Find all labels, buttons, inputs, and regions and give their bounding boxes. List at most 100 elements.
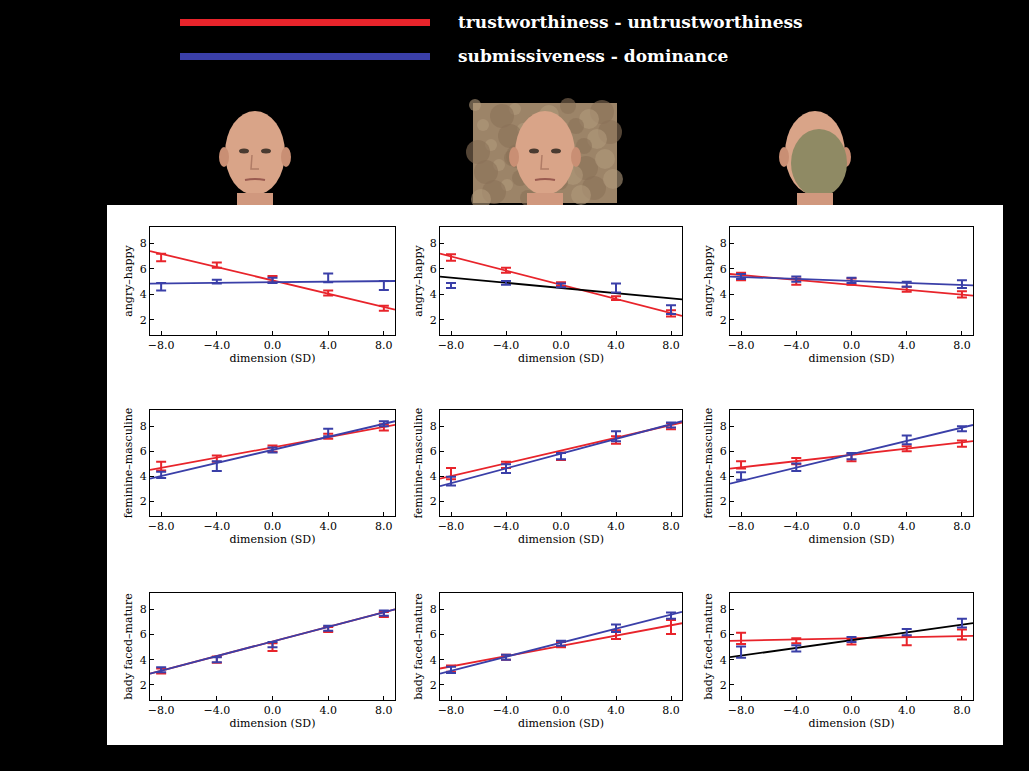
svg-text:−4.0: −4.0 xyxy=(493,520,520,533)
svg-text:−8.0: −8.0 xyxy=(438,704,465,717)
svg-text:−4.0: −4.0 xyxy=(203,339,230,352)
html-text:trustworthiness - untrustworth: trustworthiness - untrustworthiness xyxy=(458,12,803,32)
svg-text:6: 6 xyxy=(720,263,727,276)
svg-text:bady faced–mature: bady faced–mature xyxy=(122,593,135,699)
svg-text:2: 2 xyxy=(140,314,147,327)
svg-text:8.0: 8.0 xyxy=(375,520,393,533)
svg-text:2: 2 xyxy=(140,495,147,508)
svg-text:8.0: 8.0 xyxy=(375,704,393,717)
svg-text:2: 2 xyxy=(720,679,727,692)
svg-text:−4.0: −4.0 xyxy=(493,339,520,352)
svg-text:angry–happy: angry–happy xyxy=(702,244,715,316)
svg-text:feminine–masculine: feminine–masculine xyxy=(412,408,425,519)
svg-text:0.0: 0.0 xyxy=(552,339,570,352)
svg-text:4: 4 xyxy=(720,654,727,667)
svg-text:2: 2 xyxy=(140,679,147,692)
svg-text:8.0: 8.0 xyxy=(375,339,393,352)
svg-text:0.0: 0.0 xyxy=(552,520,570,533)
svg-text:2: 2 xyxy=(720,314,727,327)
svg-text:0.0: 0.0 xyxy=(552,704,570,717)
svg-text:dimension (SD): dimension (SD) xyxy=(230,717,316,730)
svg-text:8: 8 xyxy=(430,603,437,616)
svg-text:8: 8 xyxy=(140,237,147,250)
svg-text:dimension (SD): dimension (SD) xyxy=(230,352,316,365)
svg-text:4: 4 xyxy=(140,654,147,667)
svg-text:−4.0: −4.0 xyxy=(783,339,810,352)
svg-text:dimension (SD): dimension (SD) xyxy=(518,352,604,365)
svg-text:4.0: 4.0 xyxy=(319,339,337,352)
svg-text:4: 4 xyxy=(430,654,437,667)
svg-text:0.0: 0.0 xyxy=(264,339,282,352)
svg-text:−8.0: −8.0 xyxy=(728,520,755,533)
svg-text:4: 4 xyxy=(140,288,147,301)
svg-text:−8.0: −8.0 xyxy=(728,339,755,352)
svg-text:6: 6 xyxy=(430,263,437,276)
svg-text:−4.0: −4.0 xyxy=(203,704,230,717)
svg-text:6: 6 xyxy=(430,445,437,458)
svg-text:4: 4 xyxy=(140,470,147,483)
svg-text:4: 4 xyxy=(720,288,727,301)
svg-text:angry–happy: angry–happy xyxy=(122,244,135,316)
svg-text:8: 8 xyxy=(720,603,727,616)
svg-text:4.0: 4.0 xyxy=(607,520,625,533)
svg-text:8: 8 xyxy=(720,237,727,250)
svg-text:8: 8 xyxy=(430,237,437,250)
svg-text:8.0: 8.0 xyxy=(662,704,680,717)
svg-text:4: 4 xyxy=(430,470,437,483)
svg-text:dimension (SD): dimension (SD) xyxy=(518,533,604,546)
svg-text:2: 2 xyxy=(430,679,437,692)
svg-text:8.0: 8.0 xyxy=(953,704,971,717)
svg-text:4.0: 4.0 xyxy=(898,520,916,533)
svg-text:feminine–masculine: feminine–masculine xyxy=(702,408,715,519)
svg-text:−4.0: −4.0 xyxy=(203,520,230,533)
svg-text:8: 8 xyxy=(140,420,147,433)
svg-text:4.0: 4.0 xyxy=(607,704,625,717)
svg-text:4: 4 xyxy=(430,288,437,301)
svg-text:0.0: 0.0 xyxy=(843,339,861,352)
svg-text:4: 4 xyxy=(720,470,727,483)
svg-text:feminine–masculine: feminine–masculine xyxy=(122,408,135,519)
svg-text:−4.0: −4.0 xyxy=(783,520,810,533)
svg-text:2: 2 xyxy=(430,495,437,508)
svg-text:0.0: 0.0 xyxy=(264,520,282,533)
svg-text:4.0: 4.0 xyxy=(607,339,625,352)
svg-text:0.0: 0.0 xyxy=(843,520,861,533)
svg-text:4.0: 4.0 xyxy=(898,704,916,717)
svg-text:angry–happy: angry–happy xyxy=(412,244,425,316)
svg-text:−4.0: −4.0 xyxy=(783,704,810,717)
svg-text:dimension (SD): dimension (SD) xyxy=(809,533,895,546)
svg-text:bady faced–mature: bady faced–mature xyxy=(702,593,715,699)
svg-text:bady faced–mature: bady faced–mature xyxy=(412,593,425,699)
svg-text:8.0: 8.0 xyxy=(662,520,680,533)
svg-text:6: 6 xyxy=(140,263,147,276)
svg-text:6: 6 xyxy=(720,445,727,458)
svg-text:−8.0: −8.0 xyxy=(728,704,755,717)
svg-text:4.0: 4.0 xyxy=(319,520,337,533)
svg-text:8: 8 xyxy=(720,420,727,433)
svg-text:8: 8 xyxy=(430,420,437,433)
svg-text:6: 6 xyxy=(140,445,147,458)
svg-text:−8.0: −8.0 xyxy=(148,520,175,533)
svg-text:8.0: 8.0 xyxy=(953,339,971,352)
svg-text:6: 6 xyxy=(430,628,437,641)
svg-text:8: 8 xyxy=(140,603,147,616)
svg-text:8.0: 8.0 xyxy=(953,520,971,533)
svg-text:−8.0: −8.0 xyxy=(148,339,175,352)
svg-text:4.0: 4.0 xyxy=(898,339,916,352)
svg-text:dimension (SD): dimension (SD) xyxy=(230,533,316,546)
svg-text:0.0: 0.0 xyxy=(843,704,861,717)
svg-text:0.0: 0.0 xyxy=(264,704,282,717)
svg-text:−8.0: −8.0 xyxy=(438,520,465,533)
svg-text:6: 6 xyxy=(720,628,727,641)
svg-text:dimension (SD): dimension (SD) xyxy=(809,717,895,730)
svg-text:−8.0: −8.0 xyxy=(438,339,465,352)
svg-text:2: 2 xyxy=(720,495,727,508)
svg-text:−8.0: −8.0 xyxy=(148,704,175,717)
svg-text:dimension (SD): dimension (SD) xyxy=(518,717,604,730)
svg-text:−4.0: −4.0 xyxy=(493,704,520,717)
svg-text:8.0: 8.0 xyxy=(662,339,680,352)
svg-text:dimension (SD): dimension (SD) xyxy=(809,352,895,365)
svg-text:2: 2 xyxy=(430,314,437,327)
svg-text:4.0: 4.0 xyxy=(319,704,337,717)
svg-text:6: 6 xyxy=(140,628,147,641)
